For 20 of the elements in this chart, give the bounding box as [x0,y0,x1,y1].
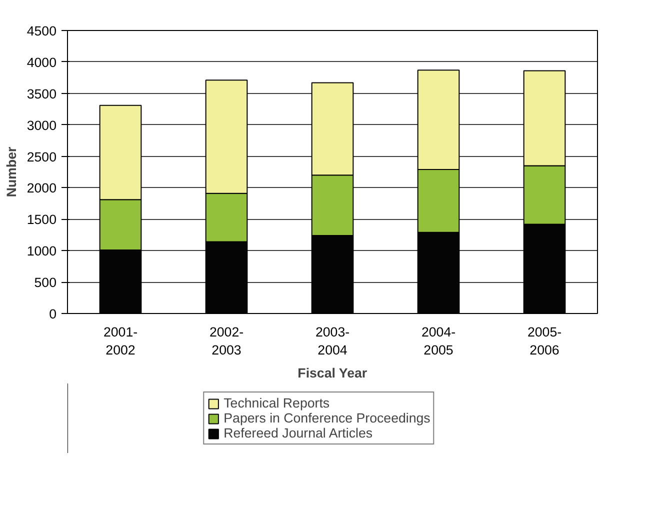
y-tick-label: 2500 [26,149,57,164]
legend-label: Refereed Journal Articles [224,426,373,440]
x-axis-title: Fiscal Year [298,366,368,380]
y-tick-label: 3000 [26,118,57,133]
x-tick-label: 2004-2005 [421,324,456,358]
x-tick-label: 2002-2003 [209,324,244,358]
y-tick-label: 3500 [26,86,57,102]
legend-label: Papers in Conference Proceedings [224,410,430,426]
legend-label: Technical Reports [224,396,330,410]
y-tick-label: 500 [34,275,57,290]
y-axis-title: Number [4,146,19,198]
x-tick-label: 2005-2006 [527,324,562,358]
y-tick-label: 4000 [26,54,57,70]
y-tick-label: 0 [49,306,57,322]
x-tick-label: 2003-2004 [315,324,350,358]
y-tick-label: 2000 [26,180,57,196]
y-tick-label: 1500 [26,212,57,228]
y-tick-label: 4500 [26,24,57,38]
x-tick-label: 2001-2002 [103,324,138,358]
y-tick-label: 1000 [26,244,57,259]
